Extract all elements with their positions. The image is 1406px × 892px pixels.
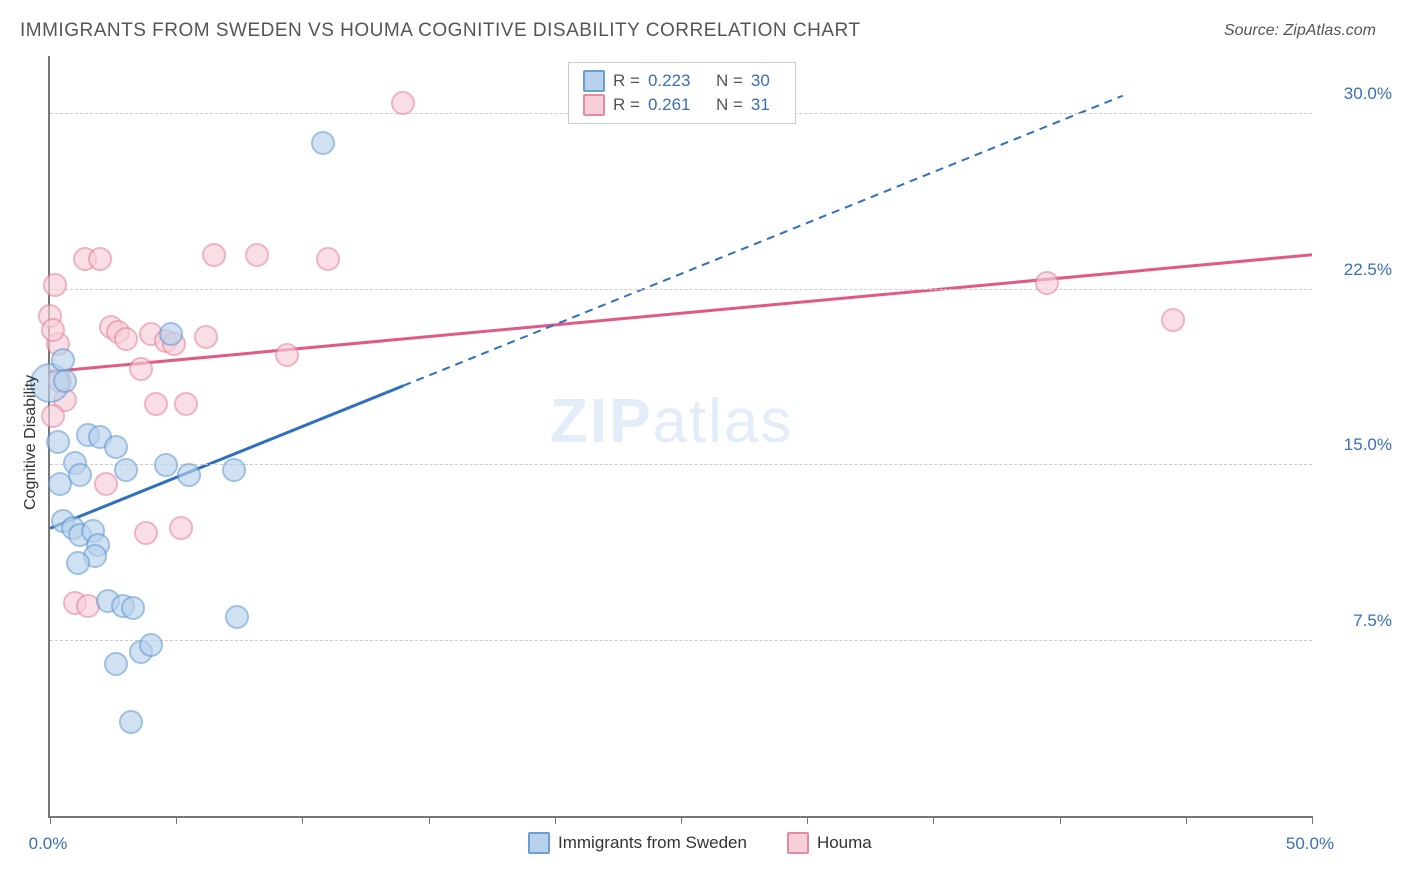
r-value: 0.223 bbox=[648, 69, 698, 93]
scatter-point-pink bbox=[169, 516, 193, 540]
scatter-point-blue bbox=[53, 369, 77, 393]
scatter-point-blue bbox=[46, 430, 70, 454]
source-label: Source: ZipAtlas.com bbox=[1224, 22, 1376, 40]
x-tick bbox=[807, 816, 808, 824]
legend-swatch bbox=[583, 70, 605, 92]
scatter-point-pink bbox=[174, 392, 198, 416]
scatter-point-blue bbox=[154, 453, 178, 477]
scatter-point-blue bbox=[159, 322, 183, 346]
plot-area: ZIPatlas 30.0%22.5%15.0%7.5% bbox=[48, 56, 1312, 818]
scatter-point-pink bbox=[134, 521, 158, 545]
y-tick-label: 7.5% bbox=[1322, 611, 1392, 631]
legend-row-pink: R =0.261N =31 bbox=[583, 93, 781, 117]
gridline bbox=[50, 289, 1312, 290]
scatter-point-blue bbox=[48, 472, 72, 496]
x-tick bbox=[1312, 816, 1313, 824]
scatter-point-pink bbox=[43, 273, 67, 297]
correlation-legend: R =0.223N =30R =0.261N =31 bbox=[568, 62, 796, 124]
watermark: ZIPatlas bbox=[550, 386, 793, 457]
scatter-point-pink bbox=[144, 392, 168, 416]
scatter-point-pink bbox=[41, 404, 65, 428]
scatter-point-pink bbox=[194, 325, 218, 349]
x-tick bbox=[176, 816, 177, 824]
gridline bbox=[50, 640, 1312, 641]
legend-row-blue: R =0.223N =30 bbox=[583, 69, 781, 93]
legend-swatch bbox=[583, 94, 605, 116]
scatter-point-blue bbox=[104, 652, 128, 676]
scatter-point-blue bbox=[66, 551, 90, 575]
scatter-point-pink bbox=[391, 91, 415, 115]
legend-label: Immigrants from Sweden bbox=[558, 833, 747, 853]
scatter-point-blue bbox=[121, 596, 145, 620]
legend-label: Houma bbox=[817, 833, 872, 853]
y-tick-label: 22.5% bbox=[1322, 260, 1392, 280]
chart-title: IMMIGRANTS FROM SWEDEN VS HOUMA COGNITIV… bbox=[20, 20, 860, 42]
x-tick bbox=[555, 816, 556, 824]
x-tick bbox=[933, 816, 934, 824]
y-axis-title: Cognitive Disability bbox=[22, 375, 40, 510]
x-tick-label: 50.0% bbox=[1286, 834, 1334, 854]
scatter-point-blue bbox=[119, 710, 143, 734]
scatter-point-blue bbox=[222, 458, 246, 482]
scatter-point-pink bbox=[94, 472, 118, 496]
legend-item-blue: Immigrants from Sweden bbox=[528, 832, 747, 854]
r-value: 0.261 bbox=[648, 93, 698, 117]
n-value: 30 bbox=[751, 69, 781, 93]
chart-container: IMMIGRANTS FROM SWEDEN VS HOUMA COGNITIV… bbox=[0, 0, 1406, 892]
legend-swatch bbox=[528, 832, 550, 854]
x-tick bbox=[50, 816, 51, 824]
y-tick-label: 30.0% bbox=[1322, 84, 1392, 104]
scatter-point-pink bbox=[275, 343, 299, 367]
y-tick-label: 15.0% bbox=[1322, 435, 1392, 455]
n-value: 31 bbox=[751, 93, 781, 117]
scatter-point-blue bbox=[177, 463, 201, 487]
scatter-point-pink bbox=[316, 247, 340, 271]
legend-swatch bbox=[787, 832, 809, 854]
scatter-point-pink bbox=[114, 327, 138, 351]
scatter-point-pink bbox=[245, 243, 269, 267]
scatter-point-pink bbox=[129, 357, 153, 381]
scatter-point-pink bbox=[1161, 308, 1185, 332]
x-tick-label: 0.0% bbox=[29, 834, 68, 854]
scatter-point-pink bbox=[202, 243, 226, 267]
legend-item-pink: Houma bbox=[787, 832, 872, 854]
series-legend: Immigrants from Sweden Houma bbox=[528, 832, 872, 854]
scatter-point-pink bbox=[1035, 271, 1059, 295]
x-tick bbox=[429, 816, 430, 824]
scatter-point-blue bbox=[114, 458, 138, 482]
scatter-point-blue bbox=[225, 605, 249, 629]
scatter-point-blue bbox=[104, 435, 128, 459]
scatter-point-blue bbox=[311, 131, 335, 155]
scatter-point-pink bbox=[41, 318, 65, 342]
x-tick bbox=[681, 816, 682, 824]
x-tick bbox=[1060, 816, 1061, 824]
scatter-point-pink bbox=[88, 247, 112, 271]
x-tick bbox=[1186, 816, 1187, 824]
scatter-point-blue bbox=[139, 633, 163, 657]
x-tick bbox=[302, 816, 303, 824]
